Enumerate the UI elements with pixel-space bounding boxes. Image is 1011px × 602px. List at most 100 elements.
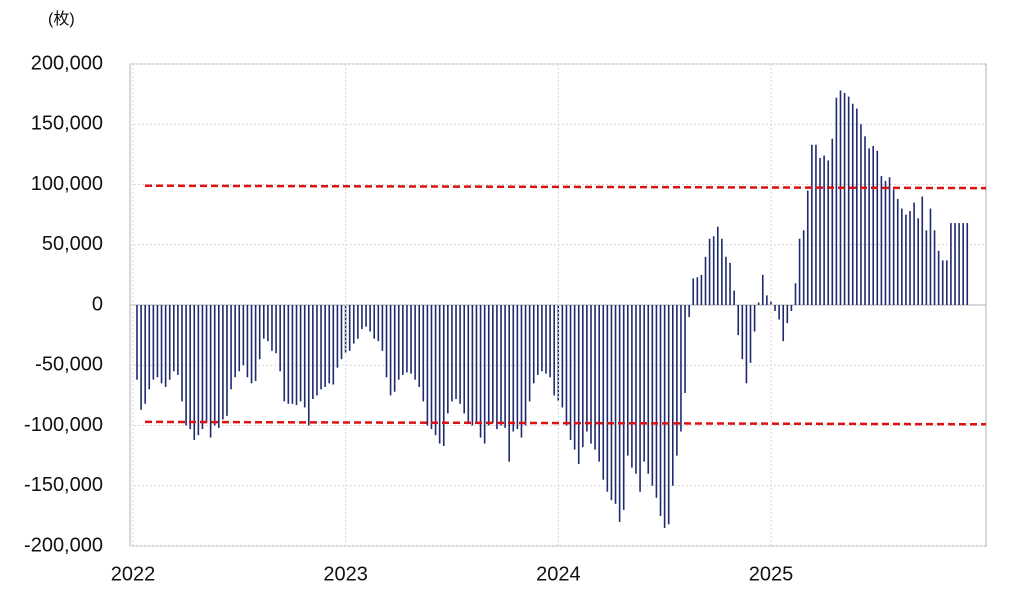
bar [704, 256, 707, 305]
bar [258, 305, 261, 360]
bar [496, 305, 498, 430]
bar [516, 305, 519, 430]
bar [352, 305, 355, 344]
bar [512, 305, 515, 432]
bar [819, 157, 821, 305]
reference-line [144, 184, 987, 190]
bar [896, 198, 899, 305]
bar [582, 305, 584, 448]
bar [164, 305, 167, 387]
bar [320, 305, 322, 390]
bar [324, 305, 326, 387]
bar [246, 305, 249, 378]
bar [561, 305, 564, 408]
bar [782, 305, 785, 342]
bar [892, 189, 895, 305]
bar [778, 305, 780, 320]
bar [761, 274, 764, 305]
bar [267, 305, 269, 342]
bar [835, 97, 838, 306]
bar [946, 260, 948, 305]
bar [299, 305, 302, 402]
bar [671, 305, 674, 486]
bar [528, 305, 531, 402]
bar [234, 305, 236, 378]
bar [598, 305, 600, 462]
bar [921, 196, 924, 305]
bar [418, 305, 421, 387]
bar [238, 305, 241, 372]
bar [905, 214, 907, 305]
y-tick-label: 200,000 [31, 52, 103, 74]
y-tick-label: -100,000 [24, 414, 103, 436]
bar [880, 176, 883, 305]
bar [136, 305, 138, 380]
bar [839, 90, 842, 305]
bar [676, 305, 678, 456]
bar [933, 230, 936, 305]
bar [262, 305, 265, 339]
bar [471, 305, 474, 426]
bar [725, 256, 727, 305]
bar [455, 305, 457, 399]
x-tick-label: 2025 [749, 563, 794, 585]
bar [291, 305, 294, 404]
bar [336, 305, 339, 368]
bar [888, 177, 891, 305]
bar [397, 305, 400, 380]
bar [696, 277, 699, 305]
bar [929, 208, 932, 305]
bar [177, 305, 179, 375]
bar [766, 295, 768, 305]
bar [414, 305, 416, 380]
bar [340, 305, 343, 360]
bar [295, 305, 298, 406]
bar [430, 305, 433, 430]
bar [168, 305, 171, 380]
y-tick-label: -200,000 [24, 534, 103, 556]
bar [463, 305, 465, 414]
bar [770, 301, 772, 305]
bar [757, 302, 760, 305]
bar [684, 305, 686, 393]
bar [434, 305, 437, 436]
bar [332, 305, 335, 385]
bar [618, 305, 621, 522]
bar [438, 305, 441, 444]
bar [209, 305, 212, 438]
bar [577, 305, 580, 465]
bar [729, 262, 731, 305]
bar [328, 305, 331, 384]
bar [307, 305, 310, 426]
bar [189, 305, 191, 430]
bar [827, 160, 830, 305]
bar [909, 211, 911, 305]
bar [802, 230, 805, 305]
bar [586, 305, 588, 432]
bar [737, 305, 740, 336]
bar [524, 305, 527, 426]
bar [487, 305, 490, 426]
bar [373, 305, 376, 339]
bar [872, 145, 874, 305]
y-tick-label: 50,000 [42, 233, 103, 255]
bar [218, 305, 220, 428]
bar [794, 283, 797, 305]
bar [222, 305, 224, 420]
bar [508, 305, 510, 462]
y-tick-label: 100,000 [31, 173, 103, 195]
bar [639, 305, 641, 492]
bar [406, 305, 408, 373]
bar [901, 208, 903, 305]
bar [479, 305, 482, 438]
bar [148, 305, 151, 390]
bar [884, 180, 887, 305]
bar [786, 305, 789, 324]
bar [402, 305, 404, 375]
bar [541, 305, 543, 372]
bar [631, 305, 633, 468]
bar [545, 305, 547, 374]
bar [643, 305, 645, 462]
bar [160, 305, 163, 384]
